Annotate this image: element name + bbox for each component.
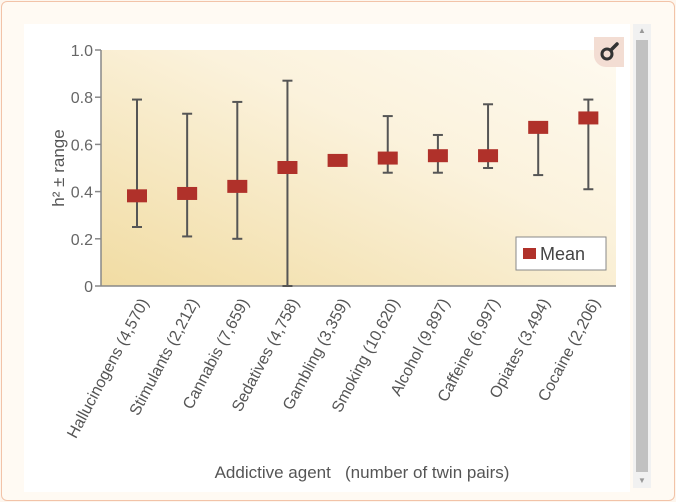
y-tick-label: 0.2 [71, 232, 93, 249]
scroll-up-arrow[interactable]: ▲ [638, 26, 646, 35]
mean-marker [478, 149, 499, 163]
x-axis-title: Addictive agent (number of twin pairs) [215, 463, 510, 482]
legend: Mean [515, 236, 607, 271]
y-tick-label: 0.4 [71, 185, 93, 202]
figure-panel: 0 0.2 0.4 0.6 0.8 1.0 Hallucinogens (4,570) Sti… [24, 24, 630, 492]
zoom-button[interactable] [594, 37, 624, 67]
y-tick-label: 1.0 [71, 43, 93, 60]
legend-swatch [523, 248, 536, 259]
mean-marker [377, 151, 398, 165]
y-tick-label: 0 [84, 279, 93, 296]
magnify-icon [600, 42, 619, 61]
scrollbar-thumb[interactable] [636, 40, 648, 472]
y-tick-label: 0.6 [71, 137, 93, 154]
mean-marker [277, 161, 298, 174]
scrollbar[interactable]: ▲ ▼ [633, 24, 651, 488]
mean-marker [427, 149, 448, 163]
mean-marker [578, 111, 599, 125]
mean-marker [177, 186, 198, 200]
y-axis-title: h² ± range [49, 129, 68, 206]
legend-label: Mean [540, 244, 585, 264]
scroll-down-arrow[interactable]: ▼ [638, 476, 646, 485]
y-tick-label: 0.8 [71, 90, 93, 107]
mean-marker [127, 189, 147, 203]
mean-marker [227, 179, 248, 193]
mean-marker [528, 120, 549, 134]
mean-marker [327, 153, 348, 167]
x-tick-label: Hallucinogens (4,570) [64, 296, 152, 441]
